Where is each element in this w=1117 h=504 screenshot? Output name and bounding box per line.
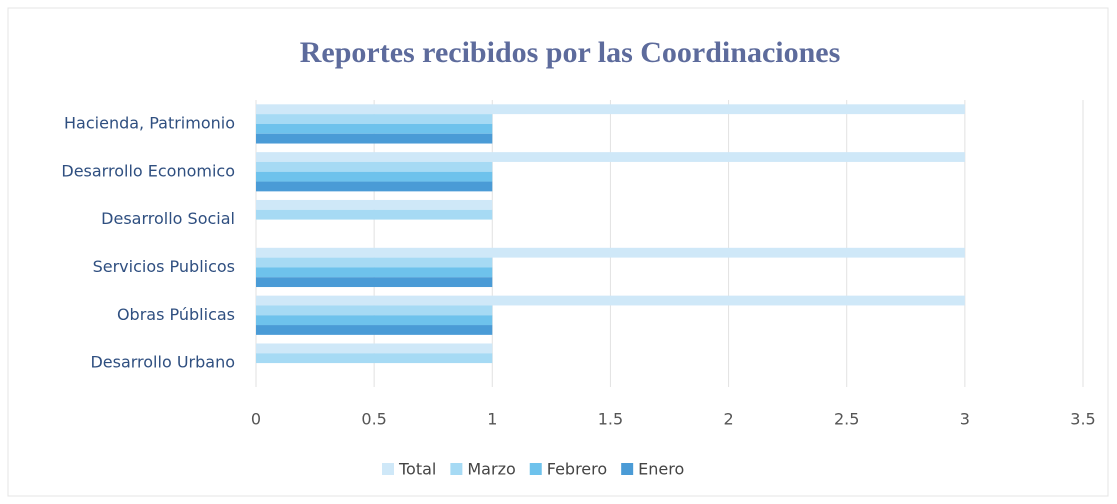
legend-label: Marzo: [467, 460, 515, 479]
x-tick-label: 3.5: [1070, 410, 1095, 429]
bar: [256, 277, 493, 288]
bar: [256, 257, 493, 268]
bar: [256, 315, 493, 326]
bar: [256, 104, 965, 115]
bar: [256, 325, 493, 335]
chart-title: Reportes recibidos por las Coordinacione…: [300, 36, 841, 69]
category-label: Desarrollo Economico: [61, 161, 235, 180]
legend-swatch: [382, 463, 394, 475]
bar: [256, 305, 493, 316]
bar: [256, 181, 493, 192]
bar: [256, 171, 493, 182]
category-label: Hacienda, Patrimonio: [64, 113, 235, 132]
legend-swatch: [529, 463, 542, 475]
legend-label: Enero: [638, 460, 684, 479]
legend-label: Total: [398, 460, 436, 479]
legend-swatch: [621, 463, 634, 475]
category-label: Desarrollo Social: [101, 209, 235, 228]
bar: [256, 152, 965, 162]
category-label: Servicios Publicos: [93, 257, 235, 276]
legend-label: Febrero: [547, 460, 607, 479]
category-label: Desarrollo Urbano: [90, 353, 235, 372]
bar: [256, 343, 493, 354]
bar: [256, 161, 493, 172]
x-tick-label: 0.5: [361, 410, 386, 429]
bar: [256, 209, 493, 220]
x-tick-label: 0: [251, 410, 261, 429]
bar: [256, 353, 493, 364]
bar: [256, 133, 493, 144]
x-tick-label: 1: [487, 410, 497, 429]
bar: [256, 267, 493, 278]
x-tick-label: 2.5: [834, 410, 859, 429]
category-label: Obras Públicas: [117, 305, 235, 324]
bar: [256, 114, 493, 124]
bar: [256, 295, 965, 306]
bar: [256, 199, 493, 210]
legend-swatch: [450, 463, 463, 475]
bar: [256, 123, 493, 134]
bar: [256, 247, 965, 258]
x-tick-label: 2: [723, 410, 733, 429]
x-tick-label: 3: [960, 410, 970, 429]
x-tick-label: 1.5: [598, 410, 623, 429]
